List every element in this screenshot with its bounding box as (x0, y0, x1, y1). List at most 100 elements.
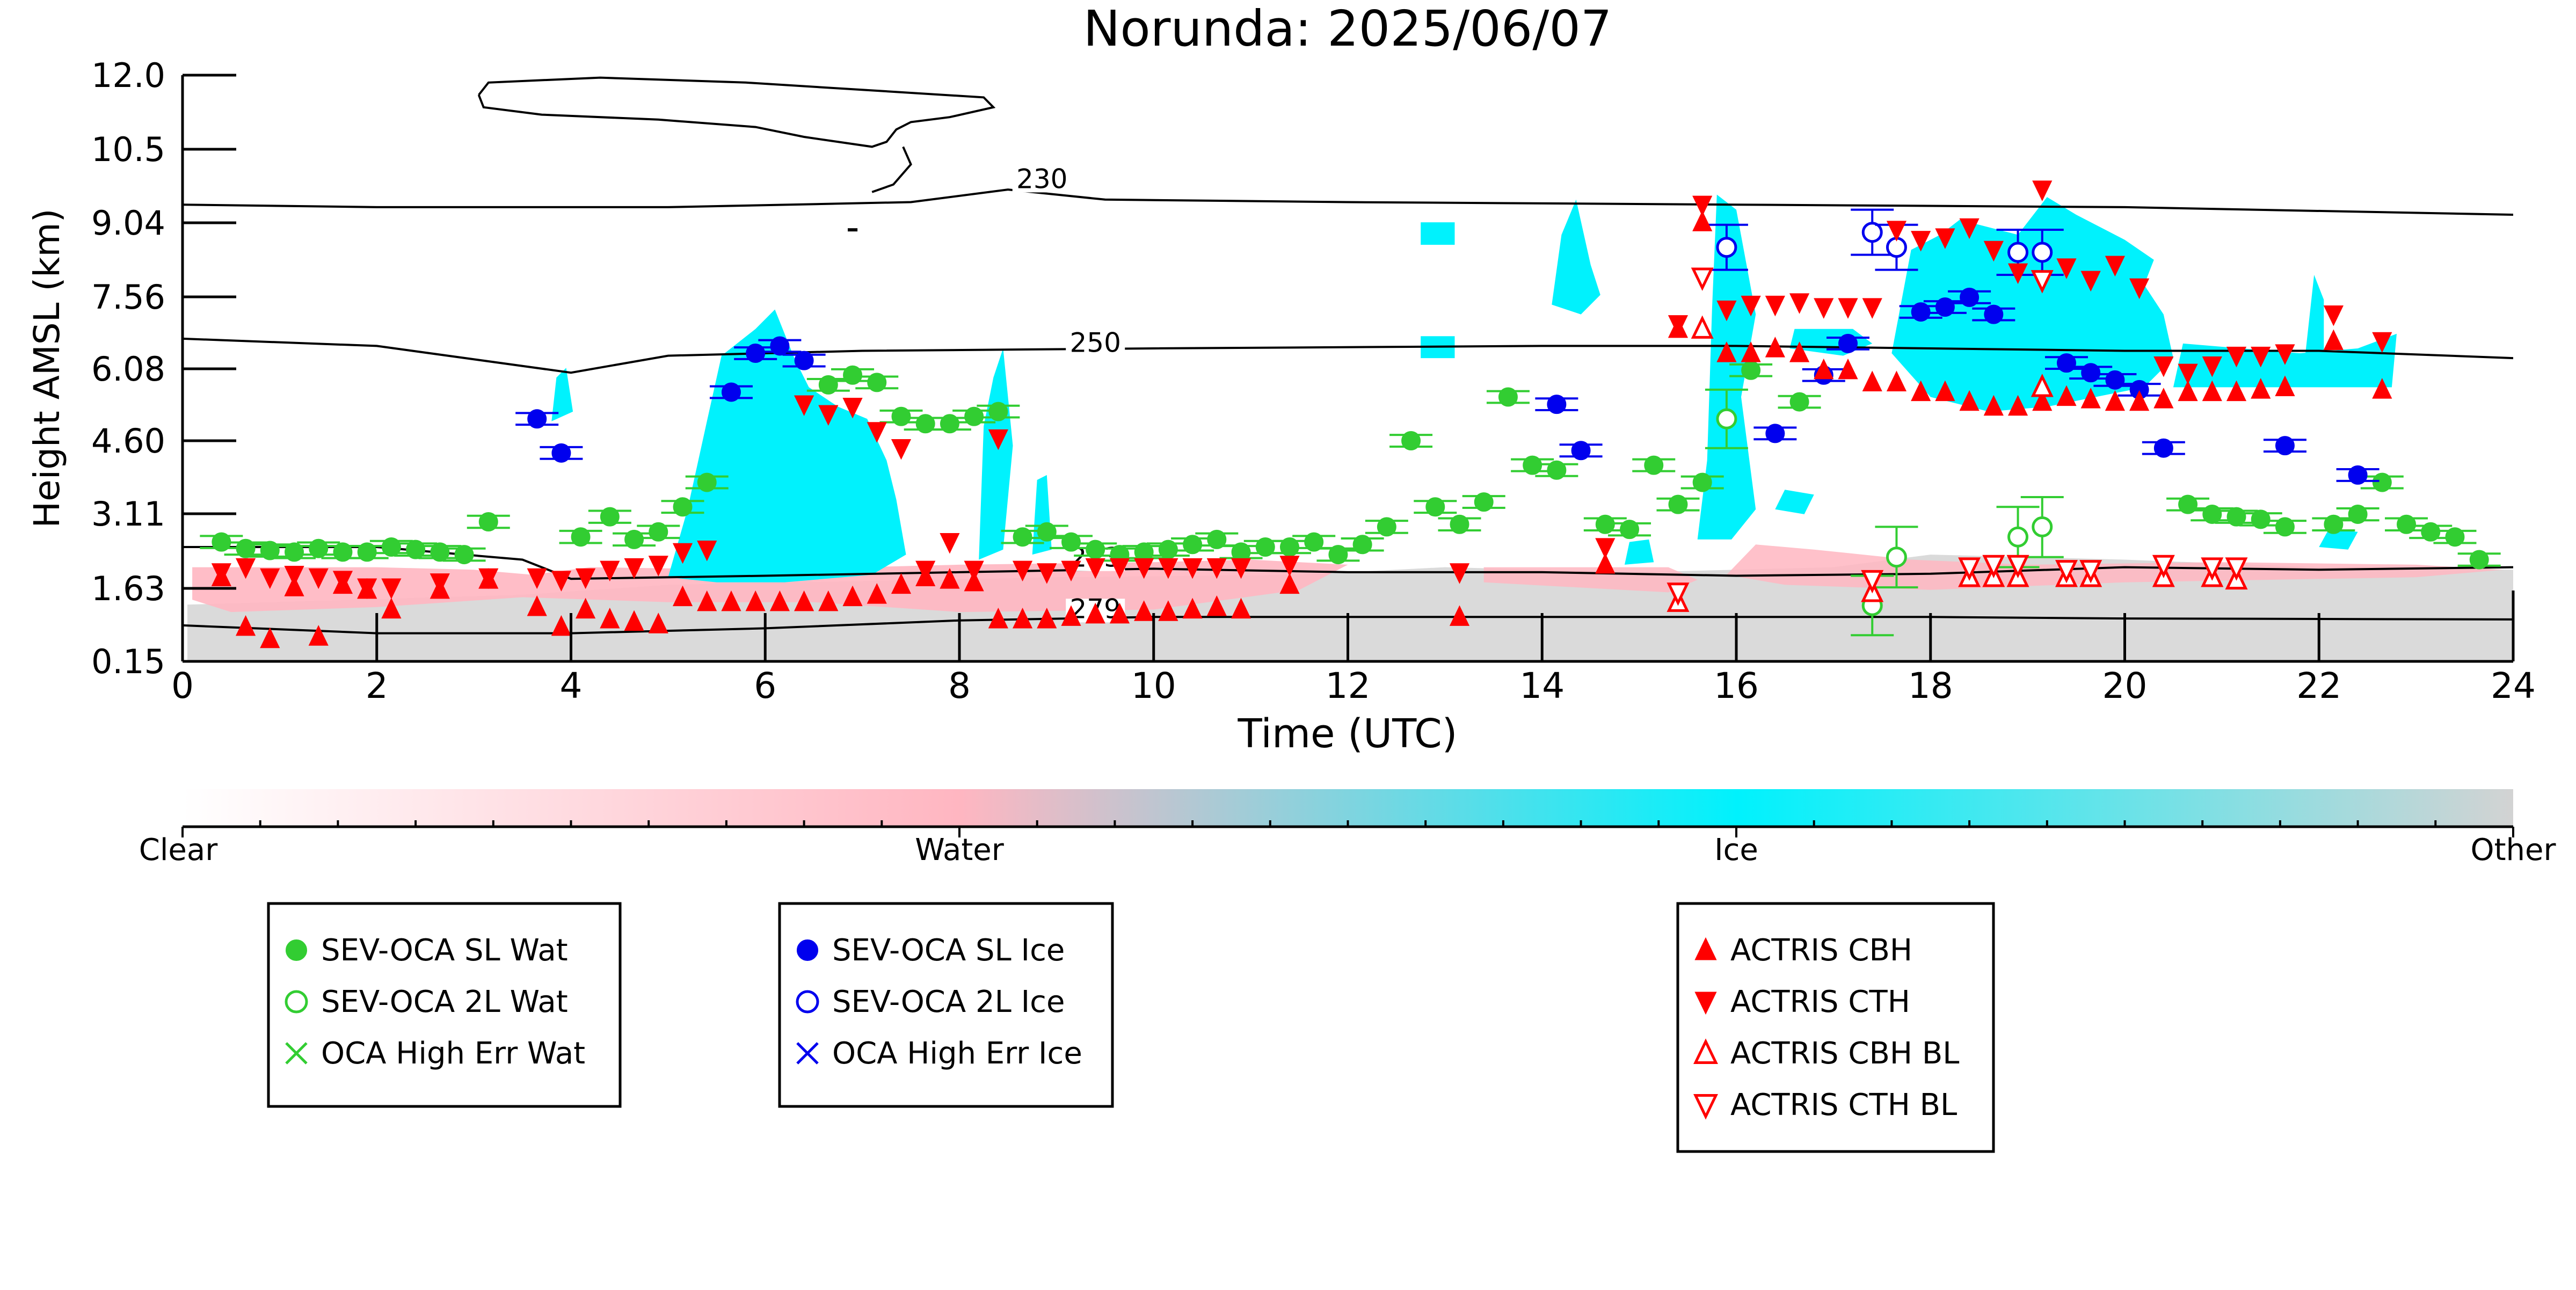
data-point (867, 422, 887, 443)
data-point (2226, 507, 2246, 527)
data-point (1935, 380, 1955, 402)
data-point (915, 560, 936, 582)
data-point (2007, 526, 2029, 548)
isotherm-250 (183, 337, 2513, 374)
legend-label: ACTRIS CBH BL (1730, 1036, 1959, 1071)
data-point (697, 472, 717, 492)
data-point (2032, 180, 2053, 201)
data-point (1061, 560, 1081, 582)
data-point (1984, 304, 2004, 324)
data-point (1206, 595, 1227, 616)
data-point (527, 595, 547, 616)
phase-region (2304, 275, 2324, 363)
data-point (332, 571, 353, 592)
legend-marker (285, 990, 308, 1014)
data-point (2323, 329, 2344, 351)
data-point (1474, 492, 1494, 512)
data-point (1691, 315, 1714, 339)
legend-label: ACTRIS CBH (1730, 933, 1912, 968)
data-point (1037, 563, 1057, 584)
data-point (1668, 315, 1689, 336)
phase-region (979, 348, 1013, 560)
data-point (867, 583, 887, 604)
series-sev-oca-2l-ice (1705, 208, 2064, 276)
data-point (1838, 298, 1858, 319)
data-point (1571, 441, 1591, 461)
legend-label: OCA High Err Ice (832, 1036, 1082, 1071)
data-point (551, 571, 572, 592)
data-point (1741, 360, 1761, 380)
data-point (2226, 380, 2247, 402)
data-point (1789, 293, 1810, 314)
y-tick-label: 4.60 (91, 421, 165, 461)
data-point (1425, 497, 1445, 517)
colorbar: Clear Water Ice Other (139, 789, 2556, 868)
data-point (1789, 392, 1809, 412)
data-point (1158, 558, 1178, 579)
data-point (818, 405, 839, 426)
data-point (964, 560, 984, 582)
marker-layer (200, 180, 2501, 648)
data-point (1377, 517, 1396, 537)
x-axis-label: Time (UTC) (1237, 711, 1457, 757)
isotherm-label-250: 250 (1070, 327, 1121, 359)
data-point (2080, 388, 2101, 409)
data-point (2397, 514, 2417, 534)
data-point (381, 597, 402, 619)
data-point (843, 365, 863, 385)
data-point (1134, 558, 1154, 579)
series-sev-oca-sl-wat (200, 360, 2501, 570)
data-point (2201, 557, 2224, 581)
phase-region (1421, 222, 1455, 245)
data-point (745, 590, 766, 611)
data-point (2372, 472, 2392, 492)
data-point (891, 406, 911, 426)
data-point (988, 608, 1008, 629)
data-point (527, 409, 547, 429)
data-point (673, 497, 693, 517)
phase-region (1625, 539, 1654, 565)
data-point (794, 395, 814, 416)
data-point (1547, 395, 1567, 414)
data-point (1109, 602, 1130, 624)
data-point (1716, 408, 1737, 429)
data-point (430, 573, 450, 594)
legend-marker (796, 1042, 819, 1065)
data-point (1061, 605, 1081, 626)
data-point (2081, 363, 2101, 383)
data-point (2202, 504, 2222, 524)
data-point (260, 541, 280, 560)
data-point (818, 375, 838, 395)
data-point (1958, 557, 1981, 581)
data-point (1304, 532, 1324, 552)
data-point (236, 538, 256, 558)
data-point (2178, 363, 2198, 385)
data-point (1279, 573, 1300, 594)
x-tick-label: 22 (2296, 665, 2341, 706)
legend-label: ACTRIS CTH (1730, 985, 1910, 1019)
series-sev-oca-2l-wat (1705, 388, 2064, 637)
legend-label: SEV-OCA SL Ice (832, 933, 1065, 968)
data-point (1861, 222, 1883, 243)
data-point (2006, 555, 2029, 579)
data-point (842, 397, 863, 419)
data-point (2251, 378, 2271, 399)
colorbar-label-clear: Clear (139, 833, 218, 868)
data-point (381, 578, 402, 599)
data-point (842, 585, 863, 607)
data-point (2080, 271, 2101, 292)
data-point (430, 542, 450, 562)
data-point (1983, 395, 2004, 416)
data-point (1498, 387, 1518, 407)
data-point (2032, 242, 2053, 263)
data-point (1644, 455, 1664, 475)
data-point (1691, 267, 1714, 291)
colorbar-label-ice: Ice (1714, 833, 1758, 868)
data-point (2324, 514, 2344, 534)
legend-marker (796, 990, 819, 1014)
data-point (2032, 390, 2053, 411)
y-tick-label: 10.5 (91, 130, 165, 169)
data-point (1012, 608, 1033, 629)
legend-label: SEV-OCA 2L Wat (321, 985, 568, 1019)
